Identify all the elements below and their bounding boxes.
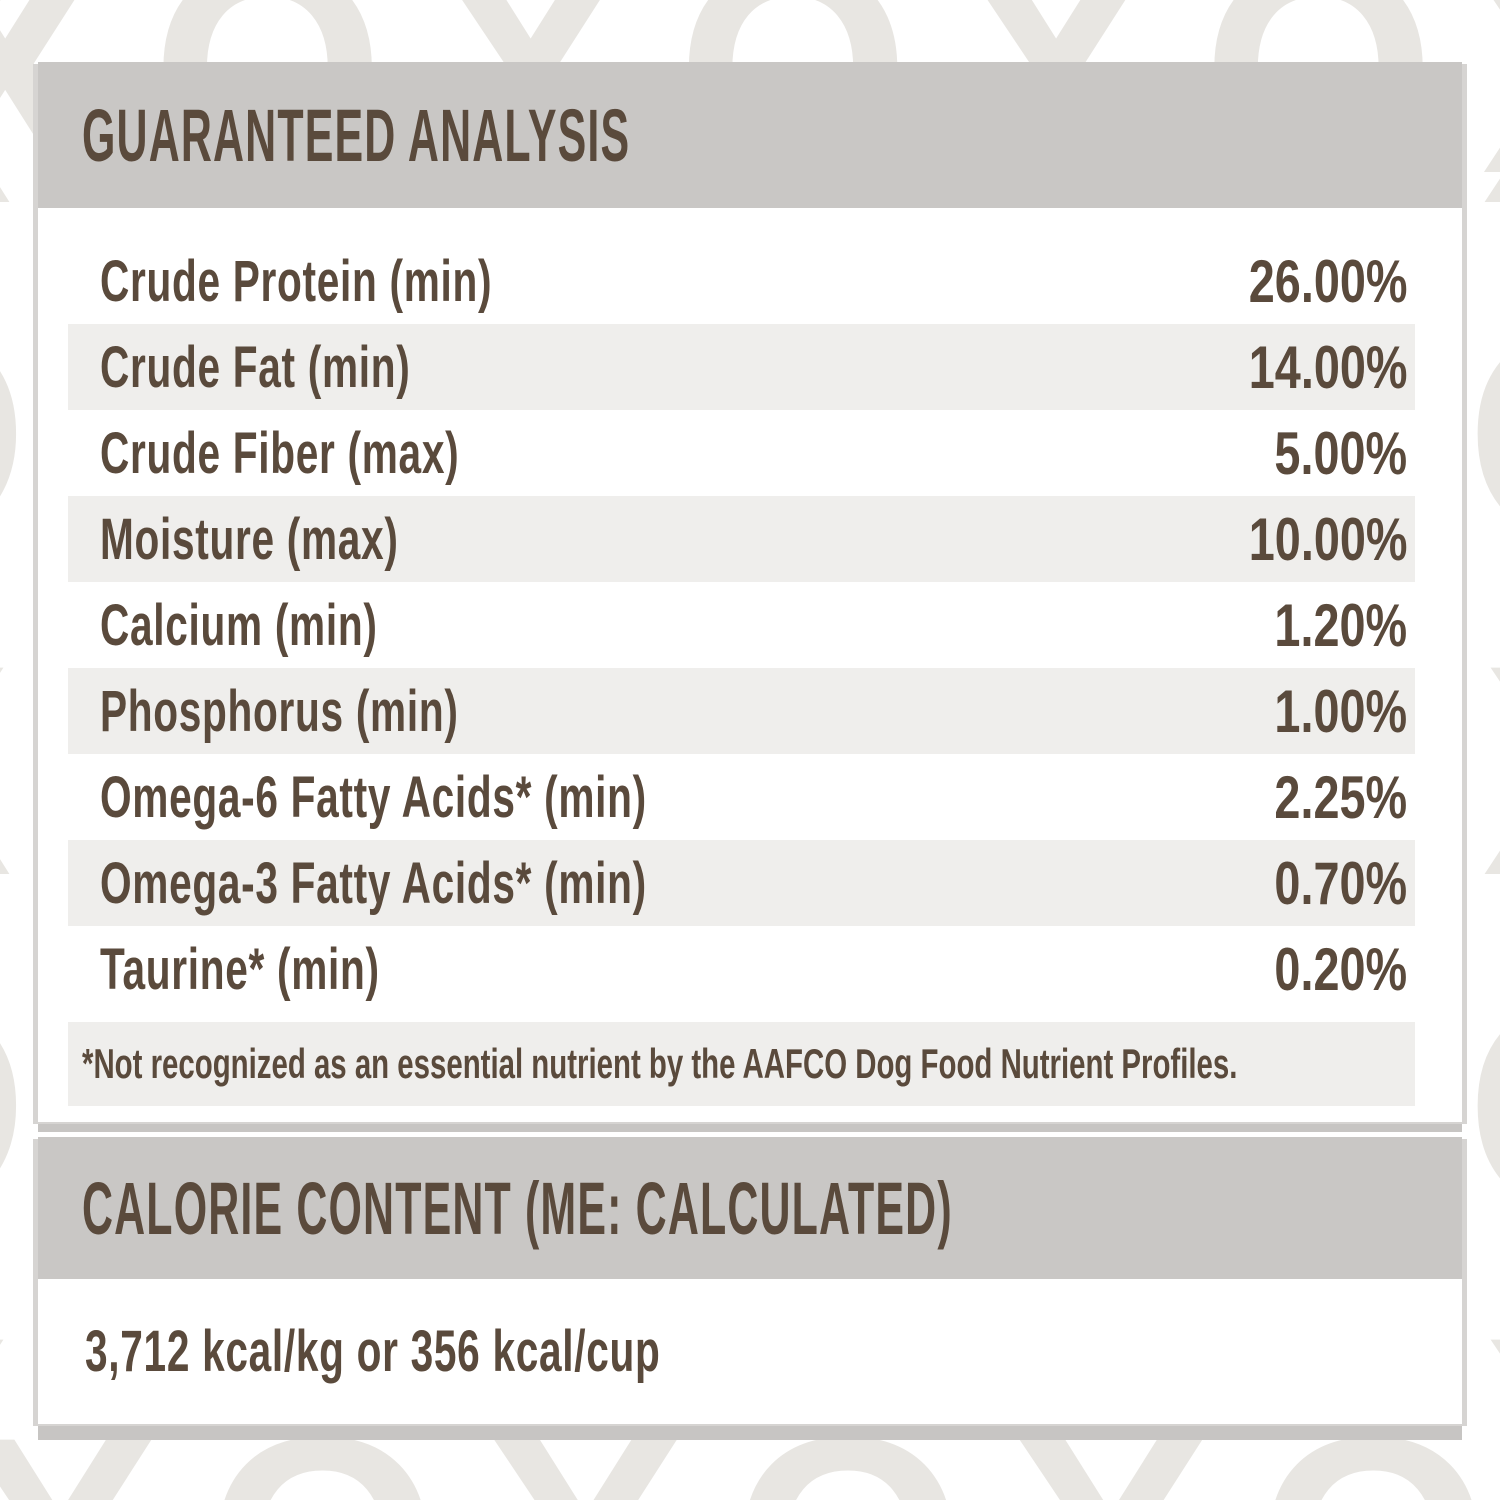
nutrient-value: 2.25% <box>1274 763 1407 831</box>
calorie-content-header-band: CALORIE CONTENT (ME: CALCULATED) <box>38 1137 1462 1279</box>
nutrient-value: 0.70% <box>1274 849 1407 917</box>
calorie-content-title: CALORIE CONTENT (ME: CALCULATED) <box>82 1166 953 1250</box>
footnote-text: *Not recognized as an essential nutrient… <box>82 1040 1238 1087</box>
calorie-content-card: CALORIE CONTENT (ME: CALCULATED) 3,712 k… <box>38 1137 1462 1424</box>
analysis-row: Crude Fat (min) 14.00% <box>68 324 1415 410</box>
analysis-table: Crude Protein (min) 26.00% Crude Fat (min)… <box>68 238 1415 1012</box>
analysis-row: Crude Fiber (max) 5.00% <box>68 410 1415 496</box>
nutrient-value: 5.00% <box>1274 419 1407 487</box>
nutrient-label: Crude Protein (min) <box>100 248 493 314</box>
nutrient-label: Crude Fat (min) <box>100 334 411 400</box>
nutrient-label: Moisture (max) <box>100 506 399 572</box>
guaranteed-analysis-header-band: GUARANTEED ANALYSIS <box>38 62 1462 208</box>
nutrient-value: 1.20% <box>1274 591 1407 659</box>
analysis-row: Calcium (min) 1.20% <box>68 582 1415 668</box>
analysis-row: Moisture (max) 10.00% <box>68 496 1415 582</box>
nutrient-value: 1.00% <box>1274 677 1407 745</box>
footnote-row: *Not recognized as an essential nutrient… <box>68 1022 1415 1106</box>
analysis-row: Crude Protein (min) 26.00% <box>68 238 1415 324</box>
nutrient-value: 10.00% <box>1248 505 1407 573</box>
guaranteed-analysis-card: GUARANTEED ANALYSIS Crude Protein (min) 2… <box>38 62 1462 1122</box>
calorie-content-body: 3,712 kcal/kg or 356 kcal/cup <box>38 1279 1462 1424</box>
nutrient-label: Omega-3 Fatty Acids* (min) <box>100 850 647 916</box>
nutrient-label: Omega-6 Fatty Acids* (min) <box>100 764 647 830</box>
nutrient-label: Calcium (min) <box>100 592 378 658</box>
analysis-row: Omega-3 Fatty Acids* (min) 0.70% <box>68 840 1415 926</box>
guaranteed-analysis-title: GUARANTEED ANALYSIS <box>82 93 631 177</box>
nutrient-value: 0.20% <box>1274 935 1407 1003</box>
nutrient-label: Taurine* (min) <box>100 936 380 1002</box>
calorie-value: 3,712 kcal/kg or 356 kcal/cup <box>85 1319 661 1384</box>
nutrient-label: Crude Fiber (max) <box>100 420 460 486</box>
analysis-row: Phosphorus (min) 1.00% <box>68 668 1415 754</box>
analysis-row: Omega-6 Fatty Acids* (min) 2.25% <box>68 754 1415 840</box>
analysis-row: Taurine* (min) 0.20% <box>68 926 1415 1012</box>
nutrient-value: 26.00% <box>1248 247 1407 315</box>
nutrient-value: 14.00% <box>1248 333 1407 401</box>
nutrient-label: Phosphorus (min) <box>100 678 459 744</box>
